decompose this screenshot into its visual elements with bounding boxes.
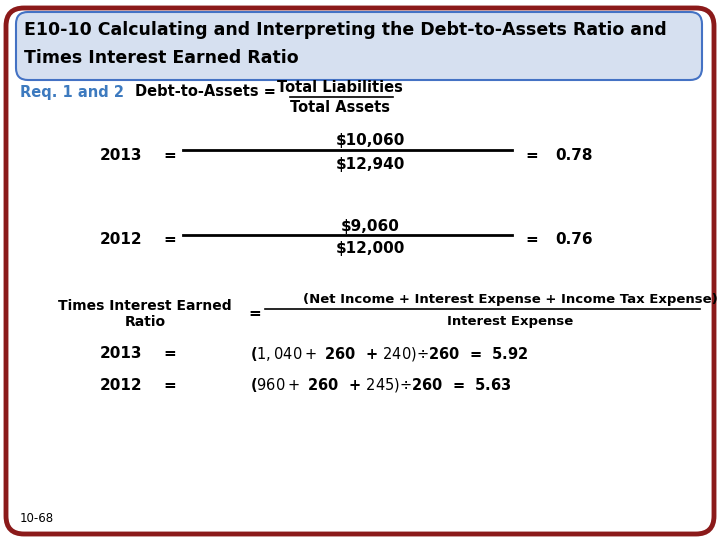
Text: E10-10 Calculating and Interpreting the Debt-to-Assets Ratio and: E10-10 Calculating and Interpreting the …	[24, 21, 667, 39]
Text: =: =	[525, 147, 538, 163]
Text: 2013: 2013	[100, 347, 143, 361]
Text: 10-68: 10-68	[20, 511, 54, 524]
Text: =: =	[163, 233, 176, 247]
Text: ($960  + $ 260  + $ 245) ÷ $260  =  5.63: ($960 + $ 260 + $ 245) ÷ $260 = 5.63	[250, 376, 512, 394]
Text: 0.78: 0.78	[555, 147, 593, 163]
Text: $10,060: $10,060	[336, 133, 405, 148]
FancyBboxPatch shape	[6, 8, 714, 534]
Text: Interest Expense: Interest Expense	[447, 315, 573, 328]
Text: (Net Income + Interest Expense + Income Tax Expense): (Net Income + Interest Expense + Income …	[302, 294, 717, 307]
Text: =: =	[163, 377, 176, 393]
Text: Times Interest Earned Ratio: Times Interest Earned Ratio	[24, 49, 299, 67]
Text: ($1,040  + $ 260  + $240) ÷ $260  =  5.92: ($1,040 + $ 260 + $240) ÷ $260 = 5.92	[250, 345, 528, 363]
Text: 2013: 2013	[100, 147, 143, 163]
Text: $12,940: $12,940	[336, 157, 405, 172]
Text: Total Liabilities: Total Liabilities	[277, 80, 403, 96]
Text: 2012: 2012	[100, 233, 143, 247]
Text: 0.76: 0.76	[555, 233, 593, 247]
Text: =: =	[248, 307, 261, 321]
Text: $9,060: $9,060	[341, 219, 400, 233]
FancyBboxPatch shape	[16, 12, 702, 80]
Text: 2012: 2012	[100, 377, 143, 393]
Text: $12,000: $12,000	[336, 241, 405, 256]
Text: =: =	[163, 347, 176, 361]
Text: Req. 1 and 2: Req. 1 and 2	[20, 84, 124, 99]
Text: Ratio: Ratio	[125, 315, 166, 329]
Text: =: =	[163, 147, 176, 163]
Text: Times Interest Earned: Times Interest Earned	[58, 299, 232, 313]
Text: Debt-to-Assets =: Debt-to-Assets =	[135, 84, 276, 99]
Text: =: =	[525, 233, 538, 247]
Text: Total Assets: Total Assets	[290, 99, 390, 114]
